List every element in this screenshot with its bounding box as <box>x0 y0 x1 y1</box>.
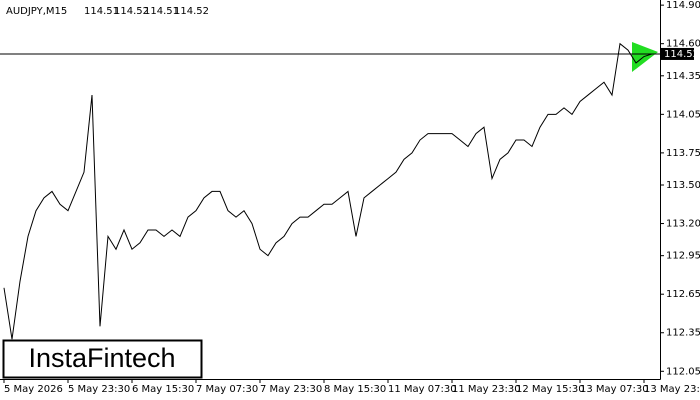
symbol: AUDJPY,M15 <box>6 6 67 17</box>
y-tick-label: 114.90 <box>666 0 700 11</box>
x-tick-label: 13 May 07:30 <box>580 384 649 395</box>
y-tick-label: 112.35 <box>666 328 700 339</box>
current-price-label: 114.52 <box>664 49 699 60</box>
pattern-triangle <box>632 42 658 72</box>
y-tick-label: 113.20 <box>666 219 700 230</box>
y-tick-label: 112.05 <box>666 366 700 377</box>
ohlc-high: 114.52 <box>114 6 149 17</box>
y-tick-label: 114.60 <box>666 39 700 50</box>
y-tick-label: 112.65 <box>666 289 700 300</box>
x-tick-label: 5 May 2026 <box>4 384 63 395</box>
y-tick-label: 114.05 <box>666 109 700 120</box>
ohlc-close: 114.52 <box>174 6 209 17</box>
x-tick-label: 13 May 23:30 <box>644 384 700 395</box>
y-tick-label: 114.35 <box>666 71 700 82</box>
x-tick-label: 8 May 15:30 <box>324 384 386 395</box>
x-tick-label: 5 May 23:30 <box>68 384 130 395</box>
y-tick-label: 113.50 <box>666 180 700 191</box>
x-tick-label: 11 May 23:30 <box>452 384 521 395</box>
brand-frame <box>2 339 203 379</box>
price-line <box>3 42 653 340</box>
brand: InstaFintech <box>28 343 175 373</box>
x-tick-label: 11 May 07:30 <box>388 384 457 395</box>
ohlc-open: 114.51 <box>84 6 119 17</box>
ohlc-low: 114.51 <box>144 6 179 17</box>
x-tick-label: 12 May 15:30 <box>516 384 585 395</box>
brand-box: InstaFintech <box>2 339 203 379</box>
y-tick-label: 112.95 <box>666 251 700 262</box>
current-price-box <box>660 47 694 60</box>
header: AUDJPY,M15 114.51 114.52 114.51 114.52 <box>6 6 209 17</box>
y-tick-label: 113.75 <box>666 148 700 159</box>
x-tick-label: 6 May 15:30 <box>132 384 194 395</box>
x-tick-label: 7 May 07:30 <box>196 384 258 395</box>
x-tick-label: 7 May 23:30 <box>260 384 322 395</box>
